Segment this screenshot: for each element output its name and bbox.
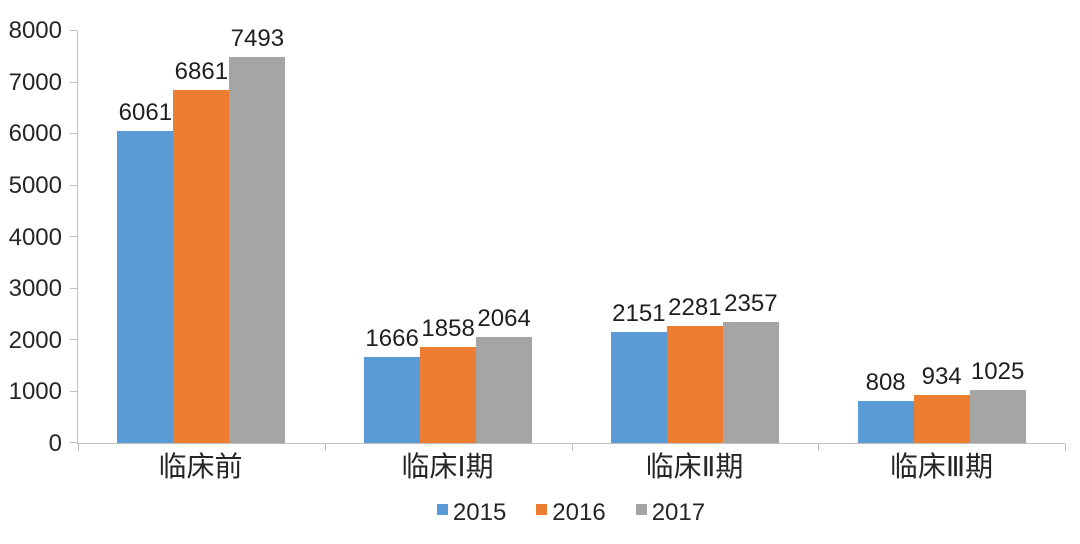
x-axis-labels: 临床前 临床Ⅰ期 临床Ⅱ期 临床Ⅲ期 — [77, 451, 1065, 483]
legend-item-2016: 2016 — [536, 499, 606, 526]
category-label-3: 临床Ⅱ期 — [645, 451, 744, 482]
bar-value-label: 1025 — [970, 358, 1025, 386]
bar-value-label: 6061 — [118, 98, 173, 126]
y-tick-mark — [70, 287, 77, 289]
category-label-1: 临床前 — [158, 451, 243, 482]
bar-2016: 934 — [913, 364, 970, 443]
bar-value-label: 2357 — [724, 289, 778, 317]
y-tick-label-8000: 8000 — [8, 17, 62, 44]
x-tick-mark — [571, 444, 573, 451]
y-tick-mark — [70, 339, 77, 340]
bar-group-1: 6061 6861 7493 — [78, 27, 325, 443]
y-tick-label-6000: 6000 — [8, 120, 62, 148]
legend-label-2016: 2016 — [552, 499, 606, 526]
x-tick-mark — [78, 444, 79, 451]
bar-value-label: 7493 — [230, 25, 285, 53]
y-tick-mark — [70, 390, 77, 392]
bar-value-label: 6861 — [174, 57, 229, 85]
legend-label-2017: 2017 — [651, 499, 706, 526]
bar-2017: 1025 — [969, 360, 1026, 443]
bar-2015: 808 — [857, 371, 914, 443]
x-tick-mark — [818, 444, 820, 451]
bar-2016: 2281 — [666, 295, 723, 443]
bar-value-label: 1666 — [365, 325, 419, 353]
y-tick-label-5000: 5000 — [8, 171, 62, 199]
bar-2015: 6061 — [117, 100, 174, 443]
y-tick-mark — [70, 133, 77, 134]
bar-2016: 6861 — [173, 59, 230, 443]
category-label-2: 临床Ⅰ期 — [401, 451, 494, 482]
bar-2016: 1858 — [420, 317, 477, 443]
legend-swatch-2015 — [436, 503, 448, 515]
y-axis-labels: 0 1000 2000 3000 4000 5000 6000 7000 8000 — [0, 19, 62, 456]
legend-label-2015: 2015 — [452, 499, 507, 526]
legend-item-2015: 2015 — [436, 499, 507, 526]
y-tick-label-0: 0 — [48, 430, 62, 457]
y-tick-label-1000: 1000 — [8, 378, 62, 406]
bar-group-3: 2151 2281 2357 — [572, 31, 819, 443]
y-tick-label-2000: 2000 — [8, 326, 62, 354]
bar-2015: 1666 — [364, 327, 421, 443]
y-tick-mark — [70, 81, 77, 83]
x-tick-mark — [324, 444, 326, 451]
bar-2017: 2357 — [722, 291, 779, 443]
y-tick-mark — [70, 30, 77, 31]
legend-swatch-2017 — [635, 503, 647, 515]
bar-2017: 7493 — [229, 27, 286, 443]
y-tick-label-4000: 4000 — [8, 223, 62, 251]
legend-item-2017: 2017 — [635, 499, 706, 526]
y-tick-mark — [70, 236, 77, 237]
y-tick-label-7000: 7000 — [8, 68, 62, 96]
bar-value-label: 808 — [865, 369, 906, 397]
bar-group-2: 1666 1858 2064 — [325, 31, 572, 443]
bar-2017: 2064 — [476, 306, 533, 443]
category-label-4: 临床Ⅲ期 — [889, 451, 994, 482]
bar-2015: 2151 — [610, 302, 667, 443]
bar-value-label: 2151 — [612, 300, 666, 328]
y-tick-label-3000: 3000 — [8, 275, 62, 303]
legend: 2015 2016 2017 — [77, 501, 1065, 525]
bar-value-label: 934 — [921, 362, 962, 390]
y-tick-mark — [70, 442, 77, 443]
legend-swatch-2016 — [536, 503, 548, 515]
y-tick-mark — [70, 184, 77, 186]
bar-group-4: 808 934 1025 — [818, 31, 1065, 443]
x-tick-mark — [1065, 444, 1066, 451]
bar-value-label: 2281 — [668, 293, 722, 321]
plot-area: 6061 6861 7493 1666 1858 2064 2151 2281 2357 808 9… — [70, 27, 1066, 451]
bar-value-label: 2064 — [477, 304, 531, 332]
bar-value-label: 1858 — [421, 315, 475, 343]
